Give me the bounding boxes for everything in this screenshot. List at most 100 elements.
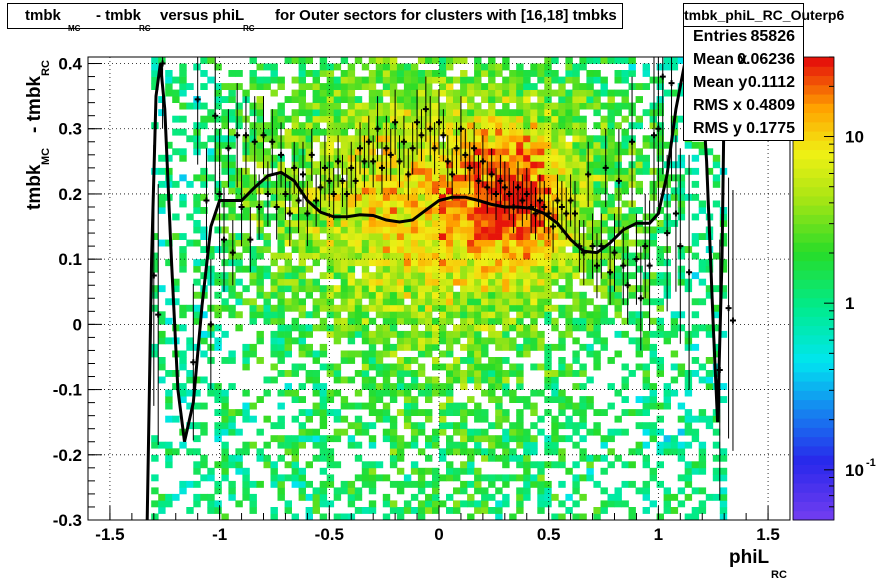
heatmap-cell <box>284 298 292 306</box>
heatmap-cell <box>270 63 278 71</box>
heatmap-cell <box>537 115 545 123</box>
heatmap-cell <box>214 396 222 403</box>
heatmap-cell <box>446 291 454 299</box>
heatmap-cell <box>621 278 629 286</box>
heatmap-cell <box>460 128 468 136</box>
heatmap-cell <box>361 370 370 377</box>
heatmap-cell <box>410 102 419 110</box>
heatmap-cell <box>425 239 433 247</box>
heatmap-cell <box>277 298 285 306</box>
heatmap-cell <box>347 70 356 77</box>
heatmap-cell <box>333 415 342 423</box>
heatmap-cell <box>600 115 608 123</box>
heatmap-cell <box>579 317 587 325</box>
heatmap-cell <box>298 141 306 149</box>
heatmap-cell <box>565 435 573 443</box>
heatmap-cell <box>544 311 552 319</box>
heatmap-cell <box>439 363 447 371</box>
heatmap-cell <box>530 226 538 234</box>
heatmap-cell <box>621 167 629 175</box>
heatmap-cell <box>432 480 440 488</box>
heatmap-cell <box>410 128 419 136</box>
heatmap-cell <box>410 507 419 514</box>
heatmap-cell <box>656 441 664 449</box>
heatmap-cell <box>207 246 215 253</box>
heatmap-cell <box>403 200 412 208</box>
heatmap-cell <box>572 220 580 227</box>
heatmap-cell <box>649 357 657 364</box>
heatmap-cell <box>221 180 229 188</box>
heatmap-cell <box>453 409 461 416</box>
heatmap-cell <box>403 396 412 403</box>
heatmap-cell <box>705 148 714 156</box>
heatmap-cell <box>256 154 264 162</box>
heatmap-cell <box>677 454 686 462</box>
heatmap-cell <box>410 174 419 182</box>
heatmap-cell <box>593 122 601 130</box>
heatmap-cell <box>593 324 601 332</box>
heatmap-cell <box>256 233 264 240</box>
heatmap-cell <box>642 311 650 319</box>
heatmap-cell <box>579 200 587 208</box>
heatmap-cell <box>530 246 538 253</box>
heatmap-cell <box>446 350 454 358</box>
heatmap-cell <box>186 422 194 430</box>
profile-point <box>488 171 495 178</box>
heatmap-cell <box>403 500 412 508</box>
heatmap-cell <box>502 246 510 253</box>
profile-point <box>400 138 407 145</box>
heatmap-cell <box>298 311 306 319</box>
heatmap-cell <box>530 89 538 97</box>
heatmap-cell <box>277 291 285 299</box>
heatmap-cell <box>446 167 454 175</box>
heatmap-cell <box>270 135 278 143</box>
heatmap-cell <box>425 467 433 475</box>
heatmap-cell <box>565 265 573 273</box>
heatmap-cell <box>495 63 503 71</box>
heatmap-cell <box>460 207 468 214</box>
heatmap-cell <box>544 180 552 188</box>
heatmap-cell <box>649 467 657 475</box>
heatmap-cell <box>382 89 391 97</box>
heatmap-cell <box>642 363 650 371</box>
heatmap-cell <box>368 135 377 143</box>
heatmap-cell <box>417 330 426 338</box>
heatmap-cell <box>333 513 342 521</box>
heatmap-cell <box>312 102 320 110</box>
heatmap-cell <box>312 435 320 443</box>
heatmap-cell <box>642 70 650 77</box>
heatmap-cell <box>425 376 433 384</box>
heatmap-cell <box>284 220 292 227</box>
heatmap-cell <box>375 246 384 253</box>
heatmap-cell <box>439 259 447 267</box>
heatmap-cell <box>502 311 510 319</box>
heatmap-cell <box>467 337 475 345</box>
heatmap-cell <box>523 70 531 77</box>
heatmap-cell <box>326 128 335 136</box>
heatmap-cell <box>361 226 370 234</box>
heatmap-cell <box>200 207 208 214</box>
heatmap-cell <box>277 304 285 312</box>
heatmap-cell <box>551 383 559 390</box>
heatmap-cell <box>263 246 271 253</box>
heatmap-cell <box>586 376 594 384</box>
heatmap-cell <box>495 487 503 495</box>
heatmap-cell <box>628 252 636 260</box>
heatmap-cell <box>354 259 363 267</box>
heatmap-cell <box>305 239 313 247</box>
heatmap-cell <box>200 422 208 430</box>
heatmap-cell <box>495 109 503 117</box>
heatmap-cell <box>228 83 236 90</box>
heatmap-cell <box>242 187 250 195</box>
heatmap-cell <box>495 343 503 351</box>
heatmap-cell <box>417 474 426 482</box>
heatmap-cell <box>460 343 468 351</box>
heatmap-cell <box>263 233 271 240</box>
heatmap-cell <box>298 272 306 280</box>
heatmap-cell <box>635 265 643 273</box>
heatmap-cell <box>396 187 405 195</box>
heatmap-cell <box>516 304 524 312</box>
heatmap-cell <box>586 272 594 280</box>
heatmap-cell <box>284 500 292 508</box>
heatmap-cell <box>488 102 496 110</box>
